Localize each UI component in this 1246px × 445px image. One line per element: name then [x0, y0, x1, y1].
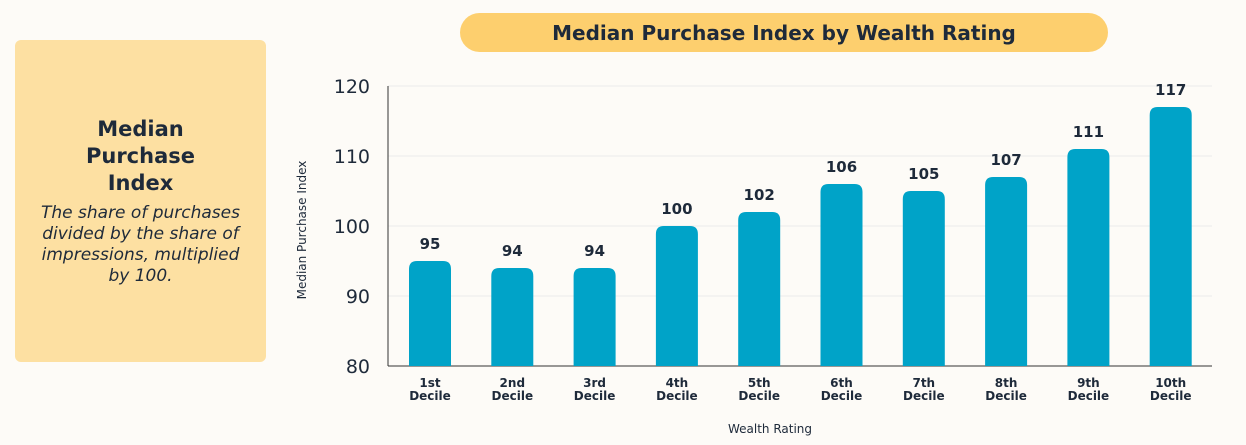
y-tick-label: 80 — [346, 356, 370, 378]
bar — [738, 212, 781, 366]
info-card: Median Purchase Index The share of purch… — [15, 40, 266, 362]
data-label: 94 — [584, 242, 605, 260]
data-label: 107 — [990, 151, 1021, 169]
data-label: 105 — [908, 165, 939, 183]
data-label: 100 — [661, 200, 692, 218]
bar — [820, 184, 863, 366]
data-label: 106 — [826, 158, 857, 176]
bar — [902, 191, 945, 366]
data-label: 94 — [502, 242, 523, 260]
data-label: 95 — [420, 235, 441, 253]
data-label: 102 — [744, 186, 775, 204]
y-tick-label: 110 — [334, 146, 370, 168]
y-axis-label: Median Purchase Index — [295, 161, 309, 300]
x-tick-label: 2nd Decile — [492, 376, 534, 403]
x-tick-label: 8th Decile — [985, 376, 1027, 403]
y-tick-label: 90 — [346, 286, 370, 308]
bar — [1067, 149, 1110, 366]
x-tick-label: 1st Decile — [409, 376, 451, 403]
x-tick-label: 4th Decile — [656, 376, 698, 403]
bar — [573, 268, 616, 366]
y-tick-label: 100 — [334, 216, 370, 238]
info-description: The share of purchases divided by the sh… — [41, 202, 240, 286]
bar — [409, 261, 451, 366]
y-tick-label: 120 — [334, 76, 370, 98]
data-label: 117 — [1155, 81, 1186, 99]
chart-title: Median Purchase Index by Wealth Rating — [460, 13, 1108, 52]
x-tick-label: 9th Decile — [1068, 376, 1110, 403]
x-tick-label: 10th Decile — [1150, 376, 1192, 403]
x-axis-label: Wealth Rating — [728, 422, 812, 436]
x-tick-label: 7th Decile — [903, 376, 945, 403]
bar — [985, 177, 1028, 366]
bar — [1149, 107, 1192, 366]
bar — [655, 226, 698, 366]
data-label: 111 — [1073, 123, 1104, 141]
x-tick-label: 6th Decile — [821, 376, 863, 403]
x-tick-label: 5th Decile — [738, 376, 780, 403]
bar — [491, 268, 534, 366]
x-tick-label: 3rd Decile — [574, 376, 616, 403]
info-title: Median Purchase Index — [85, 116, 195, 195]
